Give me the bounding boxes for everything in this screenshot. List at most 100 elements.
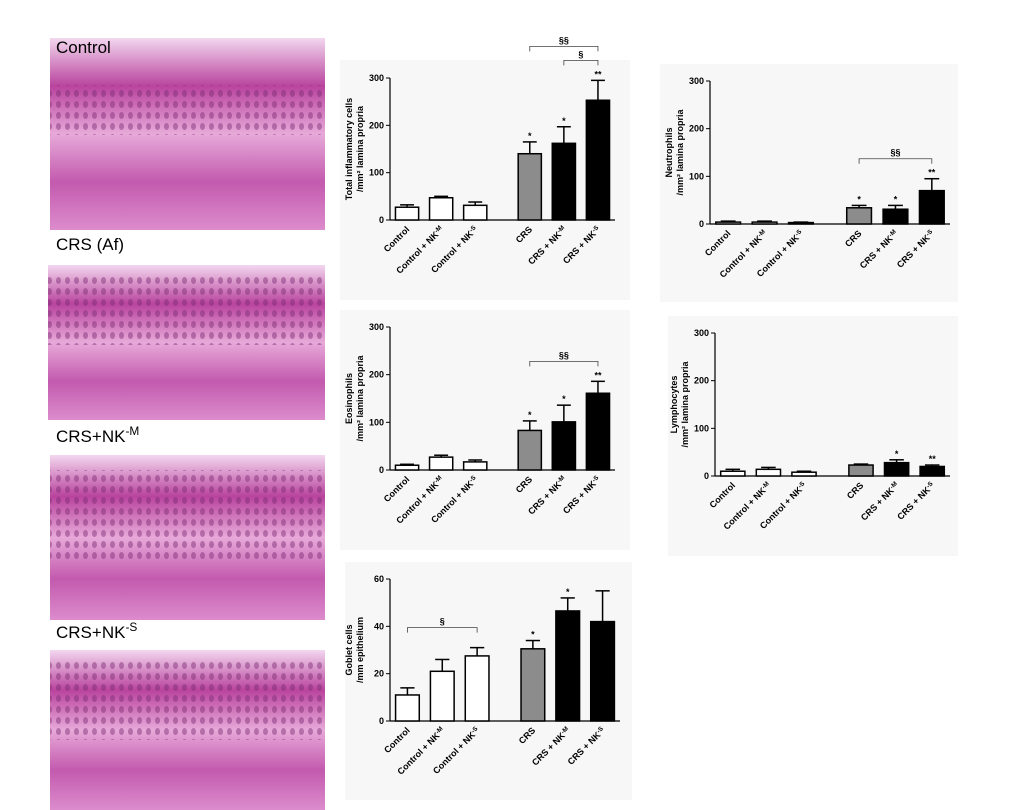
bar (429, 670, 455, 722)
y-tick-label: 200 (694, 376, 709, 386)
bar (517, 429, 543, 471)
bar (791, 471, 817, 477)
y-axis-label: /mm² lamina propria (680, 361, 690, 448)
bar (883, 461, 910, 477)
y-axis-label: Lymphocytes (669, 376, 679, 434)
chart: 0 100 200 300 Total inflammatory cells/mm² l… (340, 35, 630, 300)
bar (719, 470, 746, 477)
chart-background (340, 310, 630, 550)
bar (394, 464, 420, 471)
bar (555, 610, 581, 722)
significance-bracket (858, 158, 933, 164)
y-axis-label: /mm epithelium (355, 617, 365, 683)
bar (882, 208, 909, 225)
bar (787, 221, 815, 225)
y-tick-label: 0 (379, 716, 384, 726)
y-axis-label: Eosinophils (344, 373, 354, 424)
panel-label: CRS+NK-M (56, 424, 139, 446)
bar (845, 207, 873, 225)
chart-background (340, 60, 630, 300)
panel-label: CRS (Af) (56, 235, 124, 254)
y-tick-label: 40 (374, 621, 384, 631)
significance-star: * (531, 630, 535, 640)
bracket-label: §§ (890, 148, 900, 158)
y-tick-label: 300 (694, 328, 709, 338)
y-tick-label: 200 (689, 124, 704, 134)
bar (462, 204, 488, 221)
bar (585, 392, 611, 471)
y-tick-label: 60 (374, 574, 384, 584)
y-axis-label: /mm² lamina propria (355, 355, 365, 442)
y-tick-label: 0 (379, 465, 384, 475)
significance-bracket (529, 360, 599, 367)
bar (918, 189, 945, 225)
bracket-label: §§ (559, 350, 569, 360)
bar (520, 648, 546, 722)
significance-bracket (407, 627, 478, 633)
y-axis-label: Goblet cells (344, 624, 354, 675)
y-tick-label: 300 (369, 322, 384, 332)
y-tick-label: 0 (704, 471, 709, 481)
significance-star: * (857, 194, 861, 204)
significance-bracket (563, 59, 599, 66)
cell-texture (50, 470, 325, 560)
y-tick-label: 200 (369, 370, 384, 380)
histology-images (48, 38, 325, 810)
bar (551, 142, 577, 221)
significance-star: ** (594, 370, 602, 380)
bar (462, 461, 488, 471)
chart: 0 100 200 300 Neutrophils/mm² lamina propria… (660, 64, 958, 302)
bar (517, 152, 543, 221)
panel-labels: Control CRS (Af) CRS+NK-M CRS+NK-S (56, 38, 139, 642)
y-tick-label: 100 (369, 168, 384, 178)
bracket-label: § (440, 617, 445, 627)
significance-star: ** (929, 454, 937, 464)
bar (394, 694, 421, 722)
bar (589, 620, 616, 722)
bar (755, 468, 782, 477)
charts: 0 100 200 300 Total inflammatory cells/mm² l… (340, 35, 958, 800)
bar (428, 197, 454, 221)
bracket-label: §§ (559, 35, 569, 45)
significance-star: * (895, 449, 899, 459)
y-axis-label: Neutrophils (664, 127, 674, 177)
panel-label: Control (56, 38, 111, 57)
significance-star: ** (928, 168, 936, 178)
chart-background (668, 316, 958, 556)
bar (751, 221, 778, 225)
chart-background (660, 64, 958, 302)
significance-star: * (562, 394, 566, 404)
y-tick-label: 300 (369, 73, 384, 83)
bar (464, 655, 490, 722)
y-tick-label: 0 (379, 215, 384, 225)
bracket-label: § (578, 49, 583, 59)
y-tick-label: 100 (689, 171, 704, 181)
significance-star: * (528, 410, 532, 420)
significance-star: ** (594, 69, 602, 79)
y-tick-label: 100 (694, 423, 709, 433)
significance-bracket (529, 45, 599, 52)
panel-label: CRS+NK-S (56, 620, 137, 642)
y-axis-label: /mm² lamina propria (355, 105, 365, 192)
bar (715, 221, 742, 225)
y-tick-label: 0 (699, 219, 704, 229)
y-tick-label: 100 (369, 417, 384, 427)
significance-star: * (566, 587, 570, 597)
y-axis-label: /mm² lamina propria (675, 109, 685, 196)
y-tick-label: 300 (689, 76, 704, 86)
bar (585, 99, 611, 221)
y-tick-label: 200 (369, 120, 384, 130)
cell-texture (50, 660, 325, 740)
chart: 0 100 200 300 Eosinophils/mm² lamina propria… (340, 310, 630, 550)
bar (551, 421, 577, 471)
y-axis-label: Total inflammatory cells (344, 98, 354, 200)
bar (848, 464, 874, 477)
bar (919, 465, 946, 477)
cell-texture (48, 275, 325, 345)
significance-star: * (894, 194, 898, 204)
significance-star: * (528, 131, 532, 141)
chart: 0 100 200 300 Lymphocytes/mm² lamina propria… (668, 316, 958, 556)
significance-star: * (562, 116, 566, 126)
